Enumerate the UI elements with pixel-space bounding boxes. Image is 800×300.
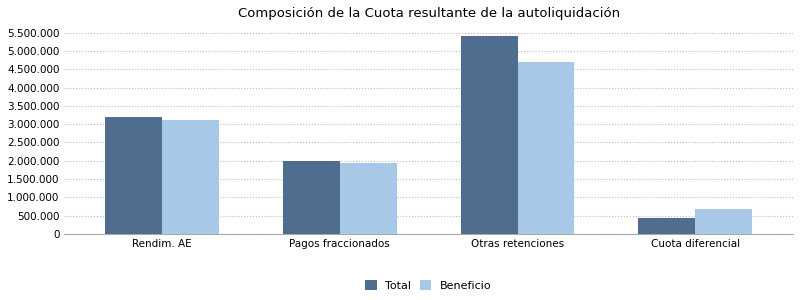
Bar [105,117,162,234]
Bar [162,121,219,234]
Bar [518,62,574,234]
Bar [461,36,518,234]
Legend: Total, Beneficio: Total, Beneficio [361,276,496,295]
Bar [638,218,695,234]
Title: Composición de la Cuota resultante de la autoliquidación: Composición de la Cuota resultante de la… [238,7,620,20]
Bar [695,209,752,234]
Bar [340,163,397,234]
Bar [283,161,340,234]
